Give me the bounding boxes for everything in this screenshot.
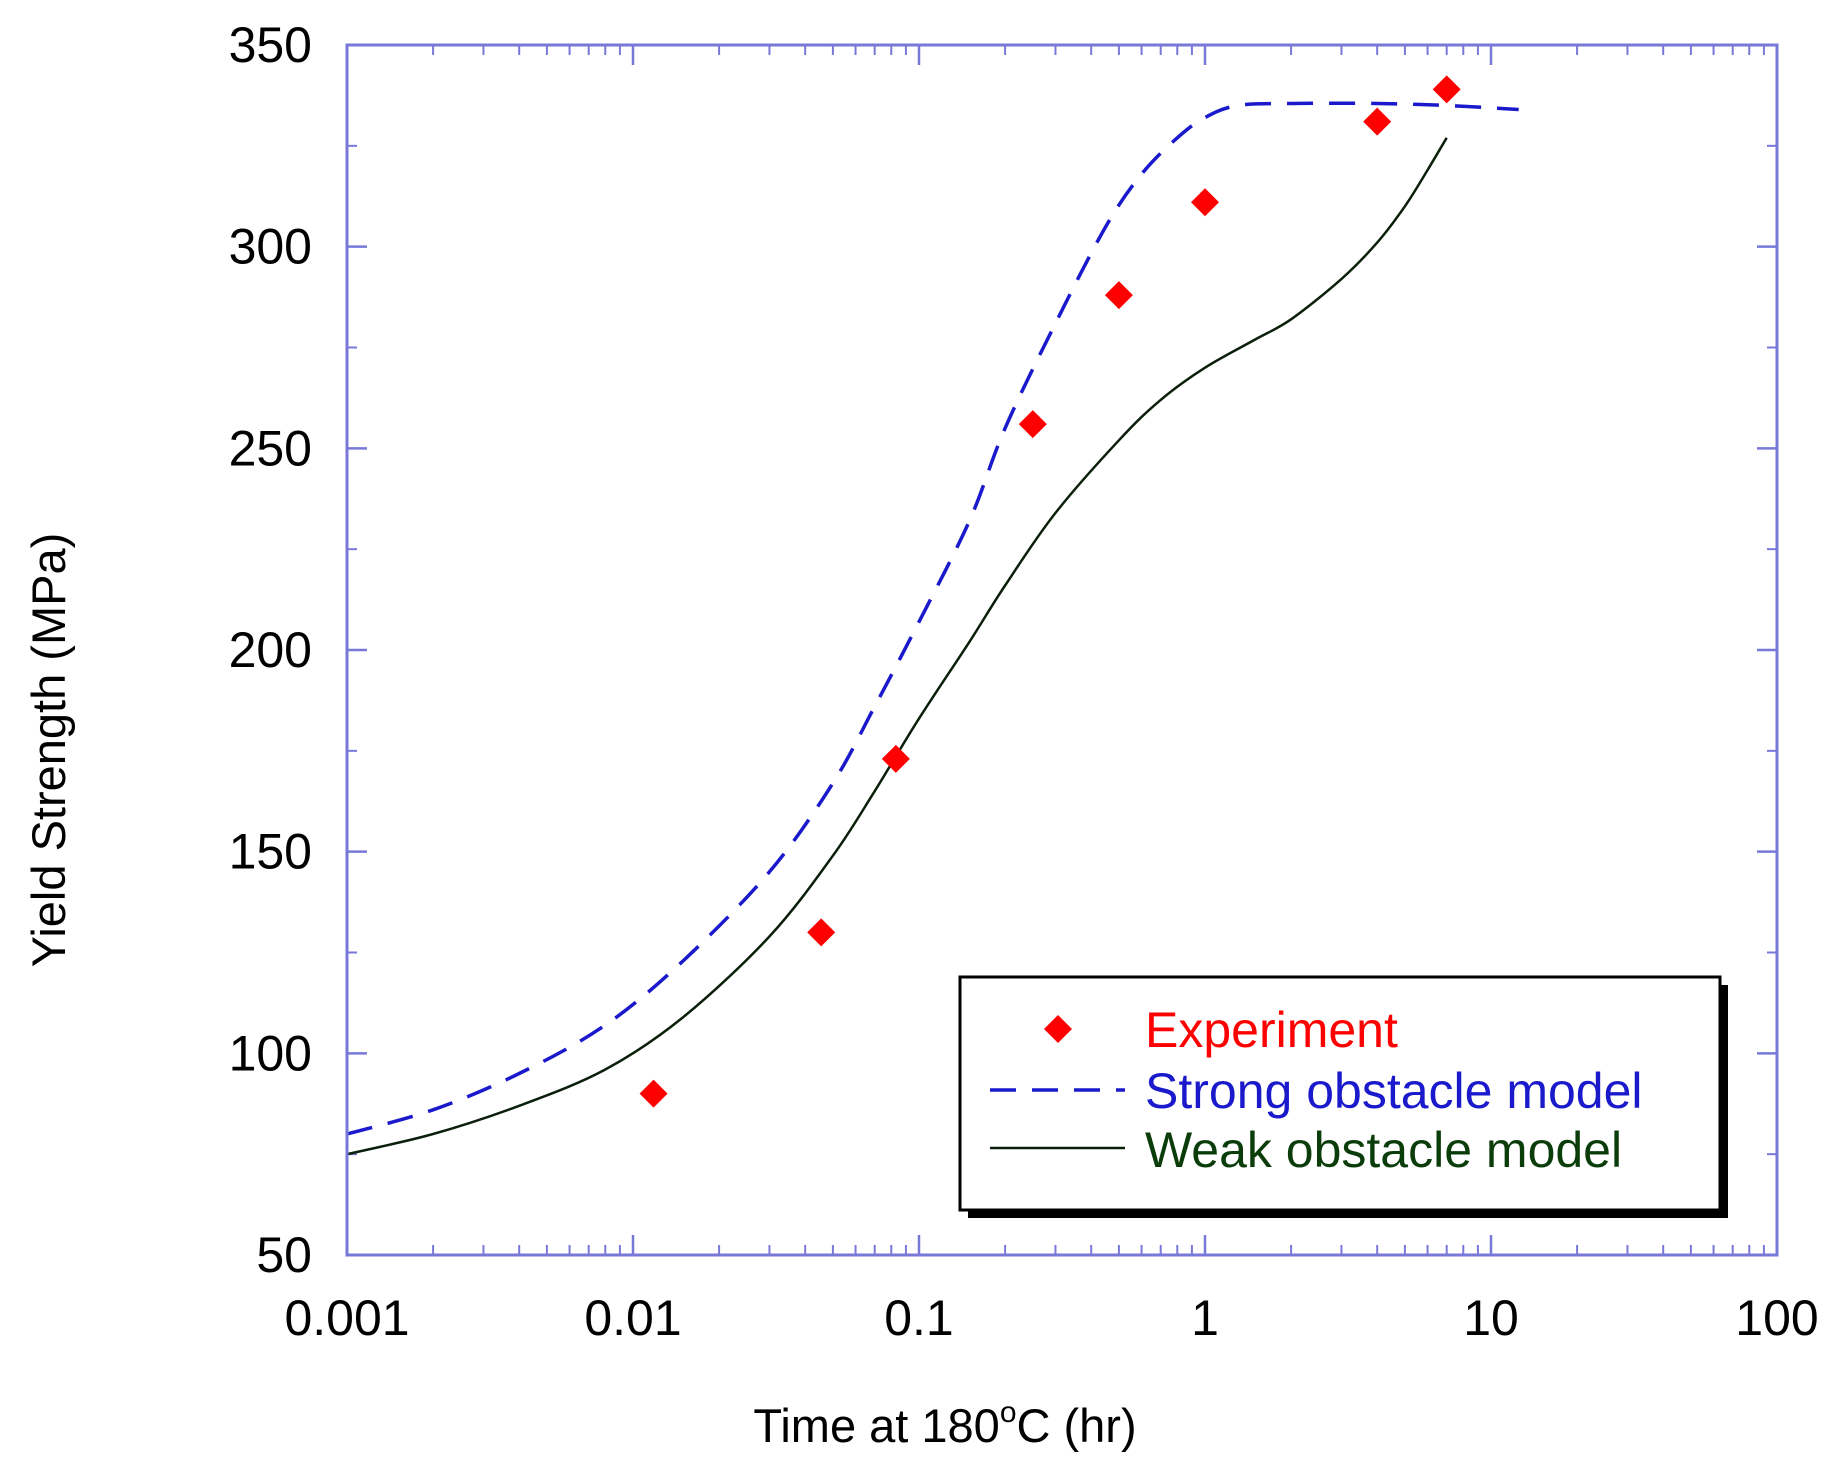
experiment-point <box>1104 281 1133 310</box>
x-axis-title: Time at 180oC (hr) <box>753 1396 1136 1452</box>
legend-box <box>958 975 1722 1212</box>
strong-obstacle-model-line <box>346 101 1519 1136</box>
x-axis-title-suffix: C (hr) <box>1017 1399 1137 1452</box>
tick-marks <box>345 43 1779 1257</box>
y-tick-label: 300 <box>229 219 312 275</box>
y-tick-label: 200 <box>229 622 312 678</box>
y-tick-label: 350 <box>229 17 312 73</box>
x-tick-label: 10 <box>1463 1290 1519 1346</box>
y-tick-label: 50 <box>256 1227 312 1283</box>
x-tick-label: 0.01 <box>584 1290 681 1346</box>
experiment-point <box>1191 188 1219 217</box>
x-tick-label: 1 <box>1191 1290 1219 1346</box>
experiment-point <box>881 744 910 773</box>
weak-obstacle-model-line <box>346 137 1448 1156</box>
x-axis-title-prefix: Time at 180 <box>753 1399 999 1452</box>
legend-strong-label: Strong obstacle model <box>1145 1063 1643 1119</box>
experiment-point <box>1363 107 1392 136</box>
series-layer <box>346 75 1519 1156</box>
experiment-point <box>1432 75 1461 104</box>
legend-experiment-label: Experiment <box>1145 1002 1398 1058</box>
y-tick-label: 250 <box>229 420 312 476</box>
plot-frame <box>345 43 1779 1257</box>
x-axis-title-degree: o <box>1000 1396 1017 1429</box>
x-tick-label: 0.1 <box>884 1290 954 1346</box>
x-tick-label: 0.001 <box>284 1290 409 1346</box>
legend-weak-label: Weak obstacle model <box>1145 1122 1622 1178</box>
y-tick-label: 100 <box>229 1025 312 1081</box>
experiment-point <box>1018 410 1047 439</box>
legend: Experiment Strong obstacle model Weak ob… <box>958 975 1728 1218</box>
experiment-point <box>807 918 836 947</box>
y-tick-label: 150 <box>229 824 312 880</box>
y-axis-title: Yield Strength (MPa) <box>22 533 75 968</box>
x-tick-label: 100 <box>1735 1290 1818 1346</box>
tick-labels: 0.001 0.01 0.1 1 10 100 50 100 150 200 250 300 350 <box>229 17 1819 1346</box>
legend-experiment-marker <box>1044 1015 1072 1043</box>
experiment-point <box>639 1079 668 1108</box>
